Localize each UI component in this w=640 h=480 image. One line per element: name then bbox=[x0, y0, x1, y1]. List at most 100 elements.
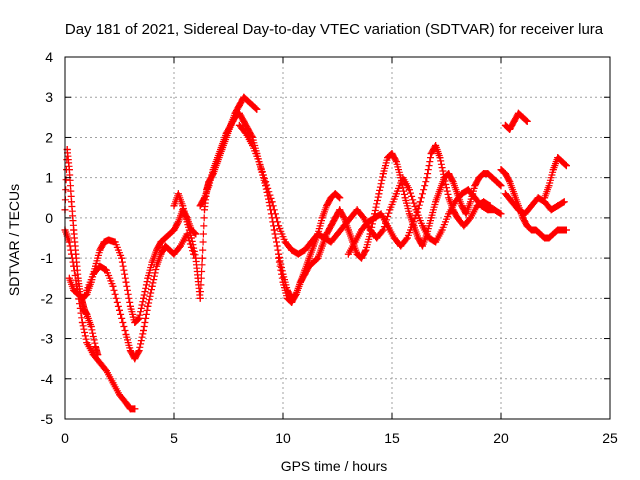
data-point bbox=[379, 226, 387, 234]
data-point bbox=[523, 117, 531, 125]
data-point bbox=[373, 234, 381, 242]
data-point bbox=[384, 154, 392, 162]
data-point bbox=[340, 214, 348, 222]
data-point bbox=[214, 154, 222, 162]
series-track-j bbox=[497, 166, 570, 242]
data-point bbox=[414, 234, 422, 242]
data-point bbox=[102, 266, 110, 274]
data-point bbox=[318, 242, 326, 250]
data-point bbox=[81, 306, 89, 314]
marker-path bbox=[61, 226, 139, 413]
data-point bbox=[560, 198, 568, 206]
data-point bbox=[83, 286, 91, 294]
data-point bbox=[432, 142, 440, 149]
data-point bbox=[541, 194, 549, 202]
data-point bbox=[249, 142, 256, 149]
data-point bbox=[320, 234, 328, 242]
data-markers bbox=[61, 93, 570, 413]
data-point bbox=[314, 230, 322, 238]
data-point bbox=[484, 170, 492, 178]
data-point bbox=[174, 218, 182, 226]
data-point bbox=[65, 166, 73, 174]
data-point bbox=[131, 405, 139, 413]
data-point bbox=[170, 226, 178, 234]
data-point bbox=[231, 113, 239, 121]
data-point bbox=[545, 234, 553, 242]
data-point bbox=[491, 206, 498, 214]
data-point bbox=[153, 246, 161, 254]
data-point bbox=[390, 234, 398, 242]
data-point bbox=[192, 230, 200, 238]
data-point bbox=[453, 214, 461, 222]
y-tick-label: -3 bbox=[41, 331, 54, 347]
series-track-i bbox=[344, 142, 494, 258]
data-point bbox=[111, 238, 119, 246]
data-point bbox=[122, 278, 130, 286]
data-point bbox=[336, 194, 344, 202]
data-point bbox=[116, 391, 123, 399]
data-point bbox=[74, 290, 82, 298]
x-tick-label: 10 bbox=[275, 430, 291, 446]
data-point bbox=[405, 210, 413, 218]
data-point bbox=[244, 97, 252, 105]
data-point bbox=[177, 242, 184, 250]
data-point bbox=[384, 222, 392, 230]
data-point bbox=[83, 310, 91, 318]
data-point bbox=[196, 202, 204, 210]
data-point bbox=[218, 142, 226, 149]
data-point bbox=[344, 226, 352, 234]
data-point bbox=[262, 178, 270, 186]
data-point bbox=[78, 319, 86, 326]
y-axis-label: SDTVAR / TECUs bbox=[6, 184, 22, 296]
data-point bbox=[514, 109, 522, 117]
data-point bbox=[144, 274, 152, 282]
data-point bbox=[506, 125, 514, 133]
data-point bbox=[388, 150, 396, 157]
data-point bbox=[471, 194, 479, 202]
data-point bbox=[135, 347, 143, 355]
y-tick-label: -4 bbox=[41, 371, 54, 387]
data-point bbox=[386, 206, 394, 214]
data-point bbox=[157, 238, 165, 246]
data-point bbox=[161, 242, 169, 250]
data-point bbox=[497, 210, 505, 218]
x-tick-label: 5 bbox=[170, 430, 178, 446]
data-point bbox=[475, 174, 483, 182]
data-point bbox=[471, 182, 479, 190]
data-point bbox=[65, 274, 73, 282]
data-point bbox=[170, 250, 178, 258]
data-point bbox=[275, 222, 283, 230]
data-point bbox=[70, 286, 78, 294]
data-point bbox=[78, 294, 86, 302]
data-point bbox=[70, 262, 78, 270]
data-point bbox=[327, 222, 335, 230]
data-point bbox=[296, 278, 304, 286]
data-point bbox=[440, 174, 448, 182]
data-point bbox=[235, 101, 243, 109]
data-point bbox=[438, 226, 446, 234]
series-track-d bbox=[83, 230, 198, 363]
data-point bbox=[558, 158, 566, 166]
data-point bbox=[419, 242, 426, 250]
data-point bbox=[196, 294, 204, 302]
data-point bbox=[562, 162, 570, 170]
data-point bbox=[310, 242, 317, 250]
data-point bbox=[358, 254, 365, 262]
y-tick-label: -2 bbox=[41, 290, 54, 306]
data-point bbox=[392, 158, 400, 166]
data-point bbox=[547, 206, 555, 214]
data-point bbox=[161, 234, 169, 242]
data-point bbox=[405, 186, 413, 194]
data-point bbox=[327, 238, 335, 246]
data-point bbox=[87, 323, 95, 330]
data-point bbox=[506, 178, 514, 186]
data-point bbox=[397, 242, 405, 250]
data-point bbox=[460, 222, 468, 230]
data-point bbox=[410, 218, 418, 226]
data-point bbox=[227, 121, 235, 129]
data-point bbox=[497, 182, 505, 190]
data-point bbox=[283, 294, 291, 302]
data-point bbox=[377, 210, 385, 218]
data-point bbox=[235, 121, 243, 129]
